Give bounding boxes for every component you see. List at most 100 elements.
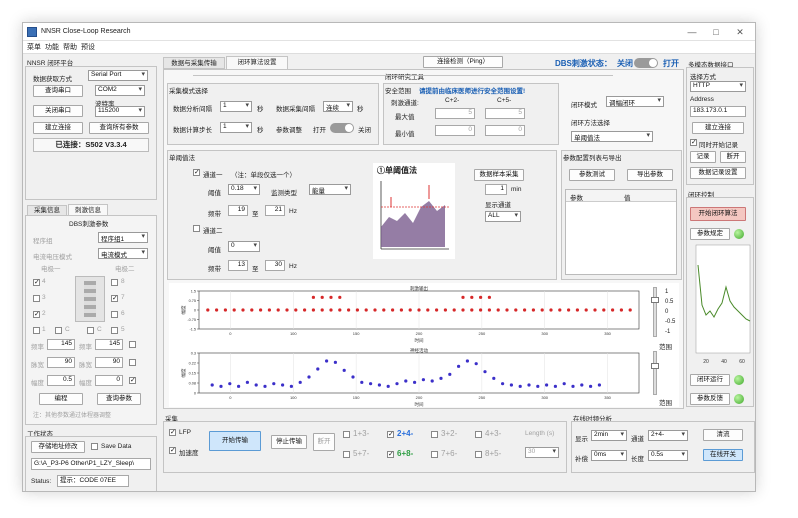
- com-select[interactable]: COM2: [95, 85, 145, 96]
- th1-select[interactable]: 0.18: [228, 184, 260, 195]
- contact-2-checkbox[interactable]: [33, 310, 40, 318]
- freq-lock-checkbox[interactable]: [129, 341, 136, 348]
- show-select[interactable]: 2min: [591, 430, 627, 441]
- lfp-checkbox[interactable]: [169, 428, 176, 436]
- chan-5-7-checkbox[interactable]: [343, 451, 350, 458]
- range-slider-2-handle[interactable]: [651, 363, 659, 369]
- contact-3-checkbox[interactable]: [33, 295, 40, 302]
- loop-method-select[interactable]: 单阈值法: [571, 131, 653, 142]
- band1-high[interactable]: 21: [265, 205, 285, 216]
- query-params-button[interactable]: 查询参数: [97, 393, 141, 405]
- safety-max-c2[interactable]: 5: [435, 108, 475, 119]
- contact-1-checkbox[interactable]: [33, 327, 40, 334]
- close-button[interactable]: ✕: [736, 27, 744, 37]
- save-path-field[interactable]: G:\A_P3-P6 Other\P1_LZY_Sleep\: [31, 458, 151, 470]
- range-slider-handle[interactable]: [651, 297, 659, 303]
- pw-lock-checkbox[interactable]: [129, 359, 136, 366]
- case-c-left-checkbox[interactable]: [55, 327, 62, 334]
- online-switch-button[interactable]: 在线开关: [703, 449, 743, 461]
- export-params-button[interactable]: 导出参数: [627, 169, 673, 181]
- menu-item-preset[interactable]: 预设: [81, 44, 95, 51]
- dbs-state-toggle[interactable]: [634, 58, 658, 68]
- pw-1-spinbox[interactable]: 90: [47, 357, 75, 368]
- reconnect-button[interactable]: 断开: [313, 433, 335, 451]
- amp-2-spinbox[interactable]: 0: [95, 375, 123, 386]
- freq-1-spinbox[interactable]: 145: [47, 339, 75, 350]
- online-len-select[interactable]: 0.5s: [648, 450, 688, 461]
- safety-min-c2[interactable]: 0: [435, 125, 475, 136]
- range-slider[interactable]: [653, 287, 657, 337]
- clear-button[interactable]: 清流: [703, 429, 743, 441]
- param-remind-toggle[interactable]: [330, 123, 354, 133]
- fill-select[interactable]: 0ms: [591, 450, 627, 461]
- tab-loop-settings[interactable]: 闭环算法设置: [226, 56, 288, 69]
- amp-lock-checkbox[interactable]: [129, 376, 136, 384]
- acq-mode-select[interactable]: Serial Port: [88, 70, 148, 81]
- freq-2-spinbox[interactable]: 145: [95, 339, 123, 350]
- pw-2-spinbox[interactable]: 90: [95, 357, 123, 368]
- samp-select[interactable]: 连续: [323, 101, 353, 112]
- stop-transfer-button[interactable]: 停止传输: [271, 435, 307, 449]
- menu-item-function[interactable]: 功能: [45, 44, 59, 51]
- tab-data-transfer[interactable]: 数据与采集传输: [163, 57, 225, 69]
- contact-5-checkbox[interactable]: [111, 327, 118, 334]
- baud-select[interactable]: 115200: [95, 106, 145, 117]
- chan-2-4-checkbox[interactable]: [387, 430, 394, 438]
- case-c-right-checkbox[interactable]: [87, 327, 94, 334]
- sample-collect-button[interactable]: 数据样本采集: [474, 169, 524, 181]
- start-loop-algo-button[interactable]: 开始闭环算法: [690, 207, 746, 221]
- ch2-checkbox[interactable]: [193, 225, 200, 232]
- contact-6-checkbox[interactable]: [111, 311, 118, 318]
- length-select[interactable]: 30: [525, 447, 559, 458]
- record-settings-button[interactable]: 数据记录设置: [690, 167, 746, 179]
- accel-checkbox[interactable]: [169, 446, 176, 454]
- record-button[interactable]: 记录: [690, 151, 716, 163]
- mm-connect-button[interactable]: 建立连接: [692, 122, 744, 134]
- band2-high[interactable]: 30: [265, 260, 285, 271]
- query-all-button[interactable]: 查询所有参数: [89, 122, 149, 134]
- loop-run-button[interactable]: 闭环运行: [690, 374, 730, 386]
- chan-3-2-checkbox[interactable]: [431, 431, 438, 438]
- program-button[interactable]: 编程: [39, 393, 83, 405]
- chan-7-6-checkbox[interactable]: [431, 451, 438, 458]
- start-transfer-button[interactable]: 开始传输: [209, 431, 261, 451]
- ping-button[interactable]: 连接检测（Ping）: [423, 56, 503, 68]
- connect-button[interactable]: 建立连接: [33, 122, 83, 134]
- address-field[interactable]: 183.173.0.1: [690, 106, 746, 117]
- band2-low[interactable]: 13: [228, 260, 248, 271]
- save-data-checkbox[interactable]: [91, 443, 98, 450]
- contact-4-checkbox[interactable]: [33, 278, 40, 286]
- close-port-button[interactable]: 关闭串口: [33, 105, 83, 117]
- chan-8-5-checkbox[interactable]: [475, 451, 482, 458]
- param-plan-button[interactable]: 参数规定: [690, 228, 730, 240]
- step-select[interactable]: 1: [220, 122, 252, 133]
- safety-min-c5[interactable]: 0: [485, 125, 525, 136]
- interval-select[interactable]: 1: [220, 101, 252, 112]
- loop-mode-select[interactable]: 调幅闭环: [606, 96, 664, 107]
- param-test-button[interactable]: 参数测试: [569, 169, 615, 181]
- safety-max-c5[interactable]: 5: [485, 108, 525, 119]
- disconnect-button[interactable]: 断开: [720, 151, 746, 163]
- current-voltage-select[interactable]: 电流模式: [98, 248, 148, 259]
- amp-1-spinbox[interactable]: 0.5: [47, 375, 75, 386]
- chan-6-8-checkbox[interactable]: [387, 450, 394, 458]
- show-channel-select[interactable]: ALL: [485, 211, 521, 222]
- save-path-button[interactable]: 存储地址修改: [31, 441, 85, 453]
- chan-1-3-checkbox[interactable]: [343, 431, 350, 438]
- contact-8-checkbox[interactable]: [111, 279, 118, 286]
- online-ch-select[interactable]: 2+4-: [648, 430, 688, 441]
- type-select[interactable]: 能量: [309, 184, 351, 195]
- protocol-select[interactable]: HTTP: [690, 81, 746, 92]
- menu-item-help[interactable]: 帮助: [63, 44, 77, 51]
- ch1-checkbox[interactable]: [193, 168, 200, 176]
- sample-minutes[interactable]: 1: [485, 184, 507, 195]
- band1-low[interactable]: 19: [228, 205, 248, 216]
- param-feedback-button[interactable]: 参数反馈: [690, 393, 730, 405]
- maximize-button[interactable]: □: [713, 27, 719, 37]
- th2-select[interactable]: 0: [228, 241, 260, 252]
- menu-item-menu[interactable]: 菜单: [27, 44, 41, 51]
- program-group-select[interactable]: 程序组1: [98, 232, 148, 243]
- range-slider-2[interactable]: [653, 351, 657, 395]
- sync-record-checkbox[interactable]: [690, 138, 697, 146]
- tab-stim-info[interactable]: 刺激信息: [68, 204, 108, 216]
